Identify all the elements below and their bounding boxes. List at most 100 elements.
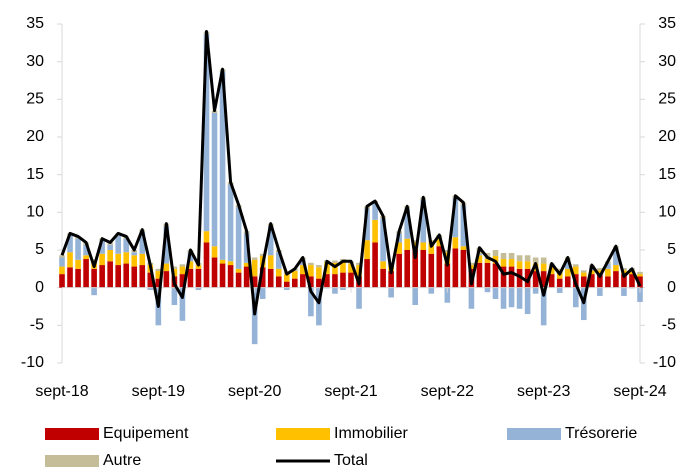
- bar-segment: [275, 268, 282, 277]
- bar-segment: [621, 274, 627, 288]
- legend-label: Trésorerie: [565, 425, 637, 442]
- bar-segment: [107, 261, 113, 288]
- legend-swatch: [45, 428, 99, 440]
- bar-segment: [187, 268, 194, 288]
- bar-segment: [99, 265, 105, 288]
- bar-segment: [59, 255, 65, 258]
- bar-segment: [139, 265, 146, 288]
- bar-segment: [163, 271, 170, 288]
- bar-segment: [292, 278, 298, 288]
- bar-segment: [468, 265, 475, 269]
- bar-segment: [83, 255, 89, 260]
- bar-segment: [332, 287, 338, 294]
- bar-segment: [155, 271, 162, 279]
- x-tick-label: sept-18: [35, 383, 88, 400]
- bar-segment: [356, 262, 362, 266]
- bar-segment: [492, 287, 499, 299]
- bar-segment: [259, 267, 266, 288]
- bar-segment: [59, 257, 65, 267]
- x-tick-label: sept-23: [517, 383, 570, 400]
- bar-segment: [308, 265, 314, 277]
- bar-segment: [572, 264, 579, 267]
- bar-segment: [597, 287, 603, 296]
- bar-segment: [404, 250, 410, 288]
- bar-segment: [235, 207, 242, 269]
- bar-segment: [420, 199, 427, 243]
- bar-segment: [227, 184, 234, 262]
- bar-segment: [613, 265, 619, 272]
- bar-segment: [155, 268, 162, 272]
- bar-segment: [243, 233, 250, 263]
- bar-segment: [115, 265, 121, 288]
- bar-segment: [67, 235, 73, 253]
- bar-segment: [428, 242, 435, 254]
- bar-segment: [444, 263, 451, 288]
- legend-swatch: [276, 428, 330, 440]
- bar-segment: [59, 274, 65, 288]
- bar-segment: [548, 266, 555, 275]
- bar-segment: [348, 263, 354, 273]
- x-tick-label: sept-19: [132, 383, 185, 400]
- bar-segment: [123, 263, 130, 288]
- y-tick-label: 30: [26, 53, 44, 70]
- bar-segment: [83, 244, 89, 256]
- bar-segment: [372, 219, 378, 243]
- bar-segment: [316, 267, 322, 279]
- bar-segment: [115, 253, 121, 266]
- bar-segment: [524, 287, 531, 315]
- bar-segment: [227, 265, 234, 288]
- bar-segment: [91, 268, 97, 288]
- bar-segment: [492, 263, 499, 288]
- bar-segment: [484, 262, 491, 288]
- bar-segment: [516, 255, 523, 262]
- bar-segment: [556, 278, 563, 288]
- legend-swatch: [507, 428, 561, 440]
- bar-segment: [468, 262, 475, 266]
- bar-segment: [203, 231, 210, 243]
- y2-tick-label: 35: [658, 15, 676, 32]
- bar-segment: [283, 274, 290, 282]
- bar-segment: [508, 266, 515, 288]
- y-tick-label: 0: [35, 279, 44, 296]
- bar-segment: [500, 253, 507, 260]
- bar-segment: [532, 271, 539, 288]
- x-tick-label: sept-21: [324, 383, 377, 400]
- bar-segment: [195, 265, 202, 269]
- bar-segment: [436, 238, 443, 247]
- bar-segment: [380, 261, 386, 269]
- bar-segment: [300, 265, 306, 275]
- bar-segment: [147, 287, 154, 290]
- bar-segment: [613, 248, 619, 266]
- bar-segment: [388, 271, 394, 288]
- bar-segment: [292, 271, 298, 279]
- y2-tick-label: 20: [658, 128, 676, 145]
- bar-segment: [115, 235, 121, 254]
- bar-segment: [283, 287, 290, 290]
- bar-segment: [243, 266, 250, 288]
- bar-segment: [195, 287, 202, 290]
- bar-segment: [332, 260, 338, 263]
- bar-segment: [548, 274, 555, 288]
- bar-segment: [67, 252, 73, 268]
- bar-segment: [147, 272, 154, 288]
- bar-segment: [332, 274, 338, 288]
- bar-segment: [621, 268, 627, 271]
- bar-segment: [163, 263, 170, 272]
- y2-tick-label: 25: [658, 91, 676, 108]
- bar-segment: [316, 265, 322, 268]
- bar-segment: [605, 276, 611, 288]
- bar-segment: [621, 287, 627, 296]
- y2-tick-label: -5: [662, 317, 676, 334]
- bar-segment: [332, 262, 338, 275]
- bar-segment: [404, 238, 410, 250]
- bar-segment: [396, 253, 402, 288]
- bar-segment: [508, 253, 515, 260]
- bar-segment: [131, 252, 138, 256]
- bar-segment: [308, 287, 314, 317]
- bar-segment: [219, 71, 226, 260]
- bar-segment: [613, 271, 619, 288]
- bar-segment: [420, 250, 427, 288]
- y-tick-label: 5: [35, 241, 44, 258]
- bar-segment: [564, 259, 571, 269]
- bar-segment: [356, 287, 362, 309]
